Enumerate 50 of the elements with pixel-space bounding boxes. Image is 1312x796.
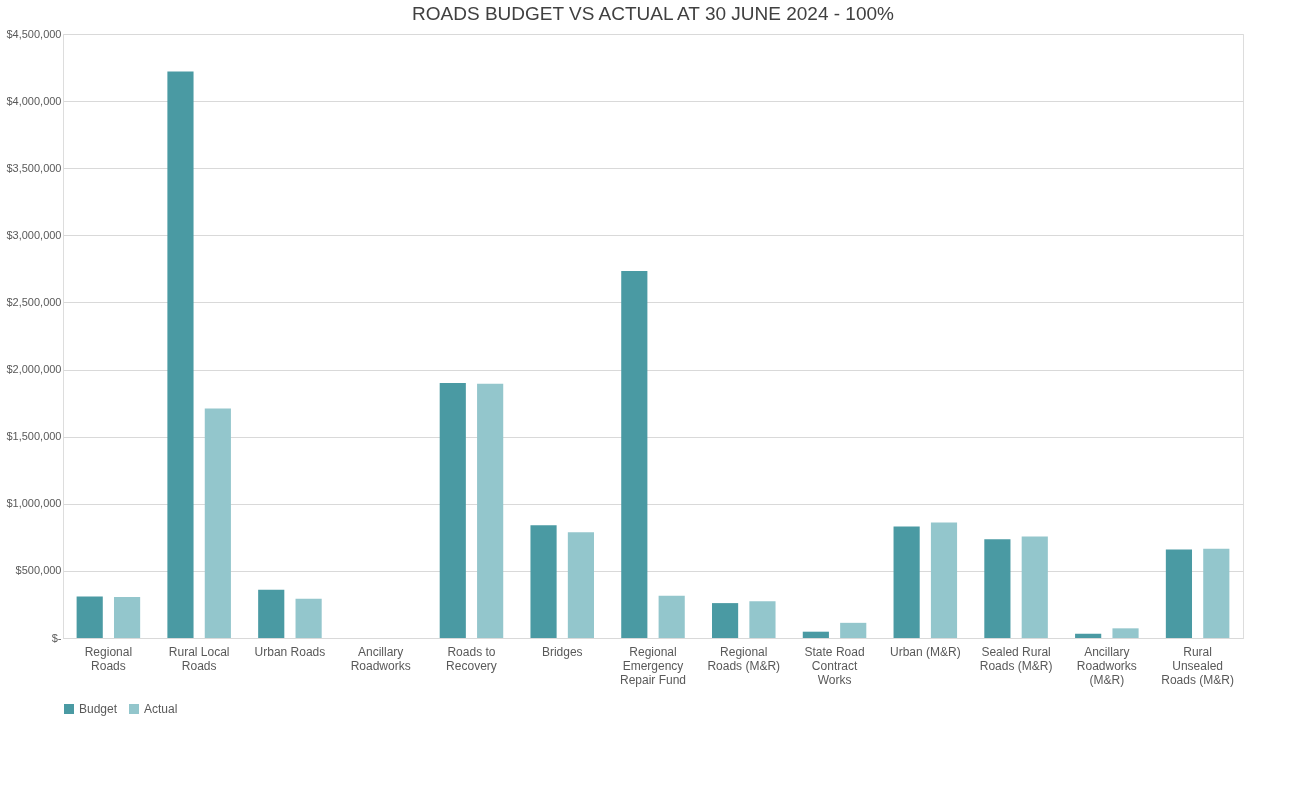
bar	[258, 589, 285, 638]
bar	[295, 598, 322, 638]
bar	[567, 532, 594, 638]
bar	[1075, 633, 1102, 638]
bar	[1165, 549, 1193, 638]
legend-label: Budget	[79, 702, 118, 716]
y-tick-label: $4,500,000	[6, 27, 62, 40]
y-tick-label: $500,000	[15, 564, 62, 577]
bar	[439, 382, 466, 638]
x-tick-label: Roads to Recovery	[446, 644, 497, 673]
y-tick-label: $2,500,000	[6, 295, 62, 308]
x-tick-label: Urban (M&R)	[889, 644, 961, 659]
bar	[930, 522, 958, 638]
bar	[984, 539, 1011, 638]
y-tick-label: $2,000,000	[6, 363, 62, 376]
y-tick-label: $1,000,000	[6, 497, 62, 510]
y-tick-label: $3,000,000	[6, 228, 62, 241]
bar	[204, 408, 231, 638]
bar	[893, 526, 920, 638]
bar	[167, 71, 194, 638]
bar	[1021, 536, 1048, 638]
y-tick-label: $1,500,000	[6, 430, 62, 443]
bar	[658, 595, 685, 638]
y-tick-label: $4,000,000	[6, 94, 62, 107]
x-tick-label: Ancillary Roadworks	[350, 644, 411, 673]
bar	[840, 622, 867, 638]
bar	[621, 270, 648, 638]
x-tick-label: Regional Roads	[84, 644, 133, 673]
y-tick-label: $-	[51, 631, 62, 644]
bar	[802, 631, 829, 638]
bar	[749, 601, 776, 638]
bar	[712, 603, 739, 638]
chart-title: ROADS BUDGET VS ACTUAL AT 30 JUNE 2024 - 100%	[412, 3, 895, 24]
bar	[76, 596, 103, 638]
bar	[530, 525, 557, 638]
bar	[113, 597, 141, 638]
y-tick-label: $3,500,000	[6, 161, 62, 174]
x-tick-label: Sealed Rural Roads (M&R)	[979, 644, 1053, 673]
bar	[1112, 628, 1139, 638]
x-tick-label: Regional Roads (M&R)	[707, 644, 781, 673]
x-tick-label: State Road Contract Works	[804, 644, 865, 687]
bar	[477, 383, 504, 638]
x-tick-label: Regional Emergency Repair Fund	[619, 644, 687, 687]
x-tick-label: Urban Roads	[254, 644, 326, 659]
bar	[1203, 548, 1230, 638]
x-tick-label: Bridges	[541, 644, 583, 659]
x-tick-label: Rural Unsealed Roads (M&R)	[1161, 644, 1234, 687]
x-tick-label: Ancillary Roadworks (M&R)	[1076, 644, 1137, 687]
legend-label: Actual	[144, 702, 178, 716]
x-tick-label: Rural Local Roads	[168, 644, 230, 673]
